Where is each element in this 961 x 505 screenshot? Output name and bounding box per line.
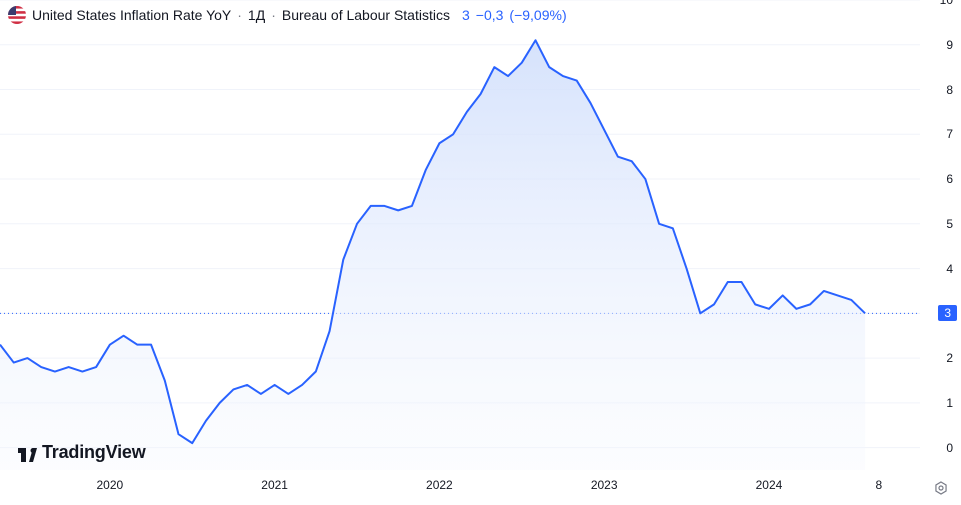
y-tick-label: 1	[946, 396, 953, 410]
separator-dot: ·	[271, 7, 276, 23]
y-tick-label: 0	[946, 441, 953, 455]
attribution-text: TradingView	[42, 442, 146, 463]
y-axis[interactable]: 0 1 2 3 4 5 6 7 8 9 10	[920, 0, 961, 470]
chart-container: United States Inflation Rate YoY · 1Д · …	[0, 0, 961, 505]
y-tick-label: 8	[946, 83, 953, 97]
chart-title[interactable]: United States Inflation Rate YoY	[32, 7, 231, 23]
chart-header: United States Inflation Rate YoY · 1Д · …	[8, 6, 567, 24]
x-tick-label: 2024	[756, 478, 783, 492]
tradingview-logo-icon	[18, 446, 38, 460]
y-tick-label: 10	[940, 0, 953, 7]
plot-area[interactable]	[0, 0, 920, 470]
x-tick-label: 2022	[426, 478, 453, 492]
x-tick-label: 2020	[96, 478, 123, 492]
y-tick-label: 3	[938, 305, 957, 321]
x-tick-label: 2023	[591, 478, 618, 492]
y-tick-label: 9	[946, 38, 953, 52]
y-tick-label: 2	[946, 351, 953, 365]
y-tick-label: 6	[946, 172, 953, 186]
chart-source: Bureau of Labour Statistics	[282, 7, 450, 23]
settings-gear-icon[interactable]	[933, 481, 949, 497]
chart-svg	[0, 0, 920, 470]
current-value: 3	[462, 7, 470, 23]
change-value: −0,3	[476, 7, 504, 23]
x-tick-label: 2021	[261, 478, 288, 492]
separator-dot: ·	[237, 7, 242, 23]
y-tick-label: 7	[946, 127, 953, 141]
tradingview-attribution[interactable]: TradingView	[18, 442, 146, 463]
us-flag-icon	[8, 6, 26, 24]
change-percent: (−9,09%)	[509, 7, 566, 23]
y-tick-label: 5	[946, 217, 953, 231]
chart-interval[interactable]: 1Д	[248, 7, 265, 23]
y-tick-label: 4	[946, 262, 953, 276]
x-tick-label: 8	[875, 478, 882, 492]
x-axis[interactable]: 2020 2021 2022 2023 2024 8	[0, 470, 920, 505]
